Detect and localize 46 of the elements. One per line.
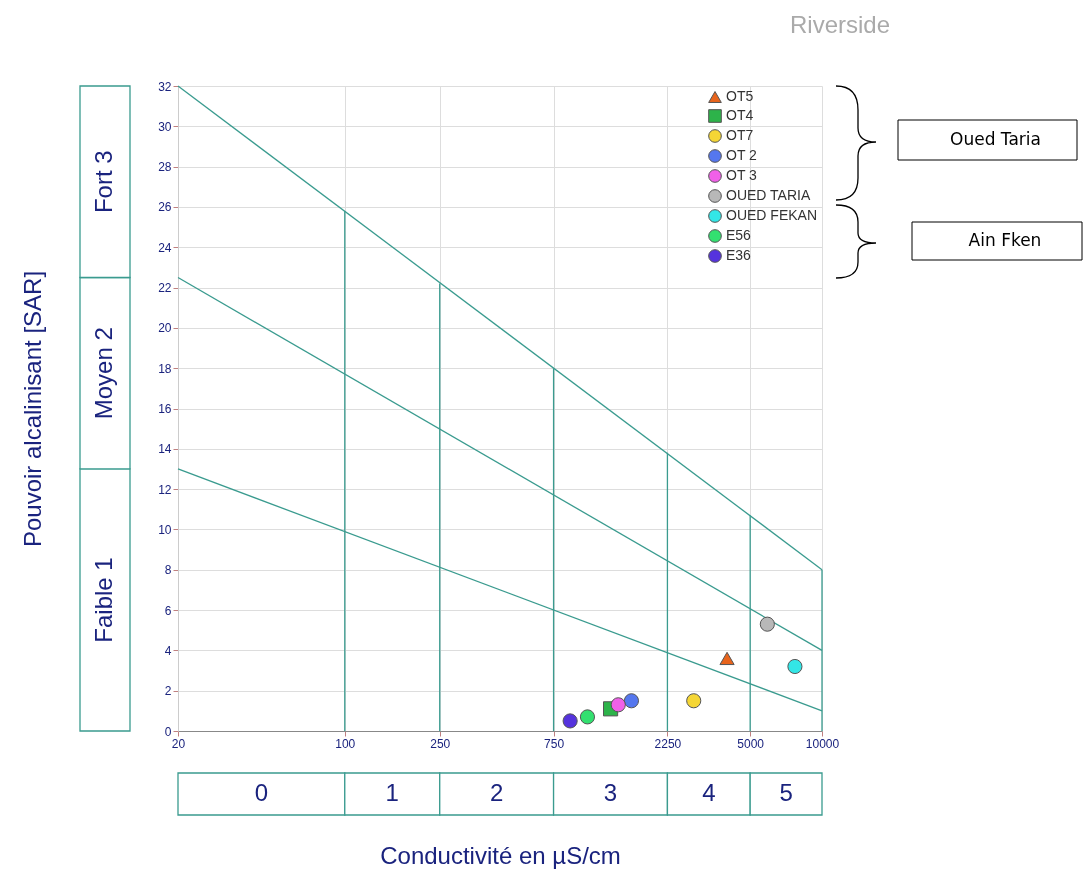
text: Moyen 2 [90,327,117,420]
y-tick-label: 16 [158,402,172,416]
y-tick-label: 2 [164,684,172,699]
legend-label: OT5 [726,88,754,104]
text: 0 [254,779,269,806]
x-tick-label: 250 [430,736,451,751]
x-tick-label: 750 [544,736,565,751]
y-axis-title: Pouvoir alcalinisant [SAR] [19,270,47,548]
text: 1 [385,779,399,806]
legend-label: OT4 [726,107,754,123]
legend-label: E36 [726,247,752,263]
y-tick-label: 22 [158,281,172,296]
text: 4 [702,779,716,806]
text: 2 [489,779,504,806]
x-tick-label: 2250 [654,736,682,751]
text: 3 [603,779,618,806]
y-tick-label: 20 [158,321,172,336]
legend-label: OT 3 [726,167,758,183]
legend-label: OUED TARIA [726,187,811,203]
legend-label: OT 2 [726,147,758,163]
y-tick-label: 10 [158,522,172,537]
x-tick-label: 100 [335,736,356,751]
y-tick-label: 24 [158,240,172,255]
y-tick-label: 4 [164,643,172,658]
text: Fort 3 [90,150,117,214]
x-axis-title: Conductivité en µS/cm [380,841,621,869]
y-tick-label: 32 [158,79,172,94]
y-tick-label: 6 [164,603,172,618]
y-tick-label: 26 [158,200,172,215]
y-tick-label: 12 [158,482,172,497]
text: 5 [779,779,793,806]
x-tick-label: 10000 [805,736,840,751]
y-tick-label: 30 [158,119,172,134]
y-tick-label: 0 [164,724,172,739]
chart-title: Riverside [789,11,890,38]
text: Ain Fken [968,230,1042,250]
y-tick-label: 14 [158,442,172,457]
y-tick-label: 18 [158,361,172,376]
text: Faible 1 [90,557,117,643]
legend-label: E56 [726,227,752,243]
y-tick-label: 8 [164,563,172,578]
text: Oued Taria [950,129,1041,149]
legend-label: OUED FEKAN [726,207,818,223]
legend-label: OT7 [726,127,754,143]
x-tick-label: 5000 [737,736,765,751]
y-tick-label: 28 [158,160,172,175]
